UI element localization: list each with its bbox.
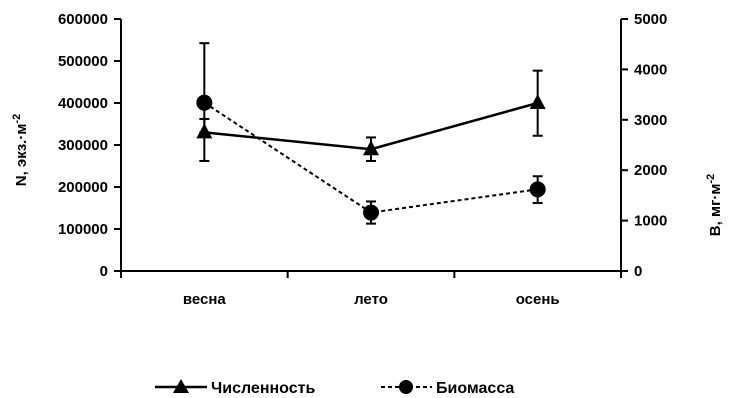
y-right-tick-label: 0: [634, 263, 642, 280]
x-tick-label: весна: [183, 291, 227, 308]
y-left-tick-label: 400000: [58, 95, 108, 112]
x-tick-label: лето: [354, 291, 388, 308]
y-left-axis-label: N, экз.·м-2: [11, 114, 30, 186]
series-biomass: [196, 42, 546, 225]
y-left-tick-label: 100000: [58, 221, 108, 238]
chart-axes: 0 100000 200000 300000 400000 500000 600000 0 10…: [58, 11, 667, 308]
x-tick-label: осень: [516, 291, 560, 308]
legend-label-biomass: Биомасса: [436, 380, 514, 397]
series-layer: [196, 42, 546, 225]
y-right-tick-label: 3000: [634, 112, 667, 129]
data-point-circle: [363, 204, 379, 221]
y-right-tick-label: 1000: [634, 213, 667, 230]
legend-item-numbers: Численность: [155, 379, 315, 397]
data-point-triangle: [529, 94, 546, 109]
series-numbers: [196, 69, 546, 162]
y-right-axis-label: B, мг·м-2: [705, 174, 724, 236]
data-point-circle: [196, 94, 213, 111]
y-right-tick-label: 4000: [634, 61, 667, 78]
legend-label-numbers: Численность: [211, 380, 315, 397]
y-left-tick-label: 200000: [58, 179, 108, 196]
legend-item-biomass: Биомасса: [381, 380, 514, 397]
y-left-tick-label: 300000: [58, 137, 108, 154]
legend: Численность Биомасса: [155, 379, 514, 397]
data-point-circle: [529, 181, 546, 198]
legend-triangle-marker: [173, 379, 189, 393]
y-right-tick-label: 2000: [634, 162, 667, 179]
y-left-tick-label: 600000: [58, 11, 108, 28]
legend-circle-marker: [399, 380, 413, 394]
y-left-tick-label: 0: [100, 263, 108, 280]
y-right-tick-label: 5000: [634, 11, 667, 28]
data-point-triangle: [363, 140, 379, 156]
y-left-tick-label: 500000: [58, 53, 108, 70]
